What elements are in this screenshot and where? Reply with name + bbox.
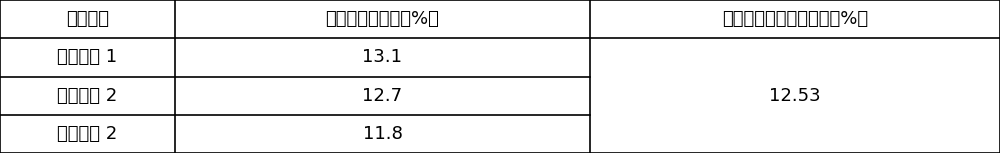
Bar bbox=[0, 115, 175, 153]
Bar bbox=[590, 76, 1000, 115]
Bar bbox=[590, 0, 1000, 38]
Text: 马氏体百分含量（%）: 马氏体百分含量（%） bbox=[326, 10, 439, 28]
Text: 12.53: 12.53 bbox=[769, 87, 821, 105]
Text: 13.1: 13.1 bbox=[362, 48, 402, 66]
Bar bbox=[175, 76, 590, 115]
Bar bbox=[590, 115, 1000, 153]
Text: 11.8: 11.8 bbox=[363, 125, 402, 143]
Text: 12.7: 12.7 bbox=[362, 87, 403, 105]
Bar bbox=[590, 38, 1000, 76]
Bar bbox=[590, 38, 1000, 153]
Bar bbox=[175, 115, 590, 153]
Text: 觀察区域 2: 觀察区域 2 bbox=[57, 125, 118, 143]
Bar bbox=[175, 0, 590, 38]
Text: 觀察区域: 觀察区域 bbox=[66, 10, 109, 28]
Bar bbox=[0, 38, 175, 76]
Text: 马氏体百分含量平均值（%）: 马氏体百分含量平均值（%） bbox=[722, 10, 868, 28]
Text: 觀察区域 2: 觀察区域 2 bbox=[57, 87, 118, 105]
Bar bbox=[175, 38, 590, 76]
Text: 觀察区域 1: 觀察区域 1 bbox=[57, 48, 118, 66]
Bar bbox=[0, 0, 175, 38]
Bar bbox=[0, 76, 175, 115]
